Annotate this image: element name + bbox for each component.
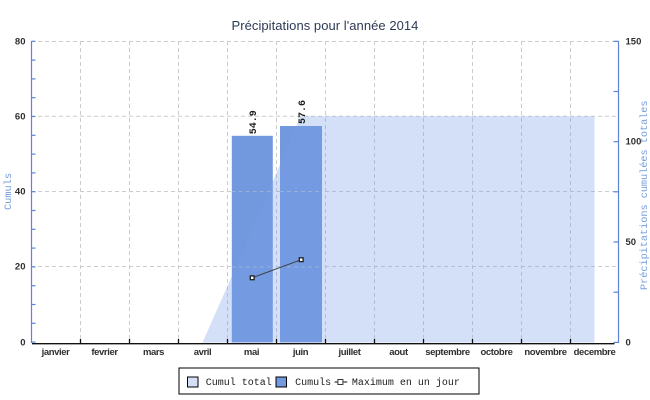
svg-text:Cumuls: Cumuls <box>295 377 331 389</box>
svg-text:54.9: 54.9 <box>249 110 260 134</box>
svg-text:80: 80 <box>15 37 26 48</box>
svg-text:20: 20 <box>15 262 26 273</box>
svg-text:avril: avril <box>194 347 212 358</box>
svg-text:juillet: juillet <box>337 347 361 358</box>
svg-text:aout: aout <box>389 347 409 358</box>
svg-text:50: 50 <box>626 237 637 248</box>
svg-text:150: 150 <box>626 37 642 48</box>
svg-text:Précipitations pour l'année 20: Précipitations pour l'année 2014 <box>232 18 419 33</box>
svg-text:0: 0 <box>626 337 631 348</box>
svg-text:novembre: novembre <box>524 347 566 358</box>
svg-text:Cumul total: Cumul total <box>206 377 272 389</box>
svg-text:janvier: janvier <box>41 347 71 358</box>
svg-text:0: 0 <box>20 338 25 349</box>
svg-text:Précipitations cumulées totale: Précipitations cumulées totales <box>639 100 650 290</box>
svg-text:Cumuls: Cumuls <box>3 173 15 210</box>
svg-text:octobre: octobre <box>480 347 512 358</box>
svg-text:juin: juin <box>292 347 309 358</box>
svg-text:decembre: decembre <box>574 347 616 358</box>
svg-text:40: 40 <box>15 187 26 198</box>
svg-text:57.6: 57.6 <box>298 100 309 124</box>
svg-text:Maximum en un jour: Maximum en un jour <box>352 377 460 389</box>
svg-text:septembre: septembre <box>425 347 470 358</box>
svg-text:mai: mai <box>244 347 259 358</box>
svg-text:fevrier: fevrier <box>91 347 118 358</box>
svg-text:mars: mars <box>143 347 164 358</box>
svg-text:100: 100 <box>626 137 642 148</box>
svg-text:60: 60 <box>15 112 26 123</box>
